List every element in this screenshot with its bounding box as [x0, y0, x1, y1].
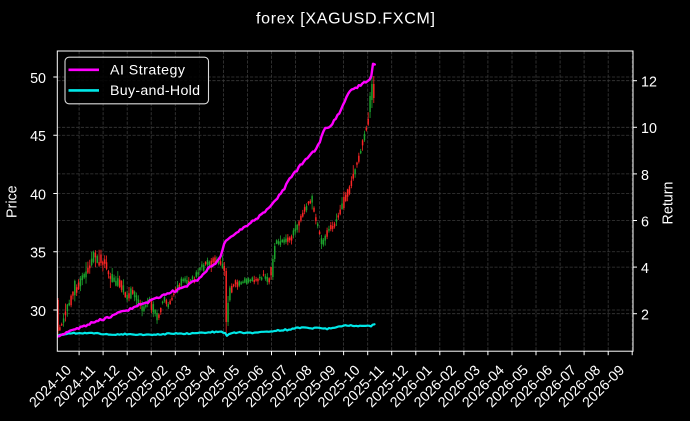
svg-text:Buy-and-Hold: Buy-and-Hold — [110, 83, 200, 99]
svg-text:Return: Return — [661, 182, 677, 225]
svg-text:12: 12 — [641, 75, 657, 91]
svg-text:6: 6 — [641, 214, 649, 230]
svg-text:30: 30 — [30, 304, 46, 320]
svg-text:35: 35 — [30, 246, 46, 262]
svg-text:40: 40 — [30, 187, 46, 203]
svg-text:4: 4 — [641, 261, 649, 277]
svg-text:8: 8 — [641, 168, 649, 184]
svg-text:forex [XAGUSD.FXCM]: forex [XAGUSD.FXCM] — [256, 11, 435, 28]
svg-text:Price: Price — [5, 185, 21, 218]
svg-text:10: 10 — [641, 121, 657, 137]
svg-text:2: 2 — [641, 308, 649, 324]
svg-text:AI Strategy: AI Strategy — [110, 63, 186, 79]
svg-text:45: 45 — [30, 129, 46, 145]
svg-text:50: 50 — [30, 71, 46, 87]
